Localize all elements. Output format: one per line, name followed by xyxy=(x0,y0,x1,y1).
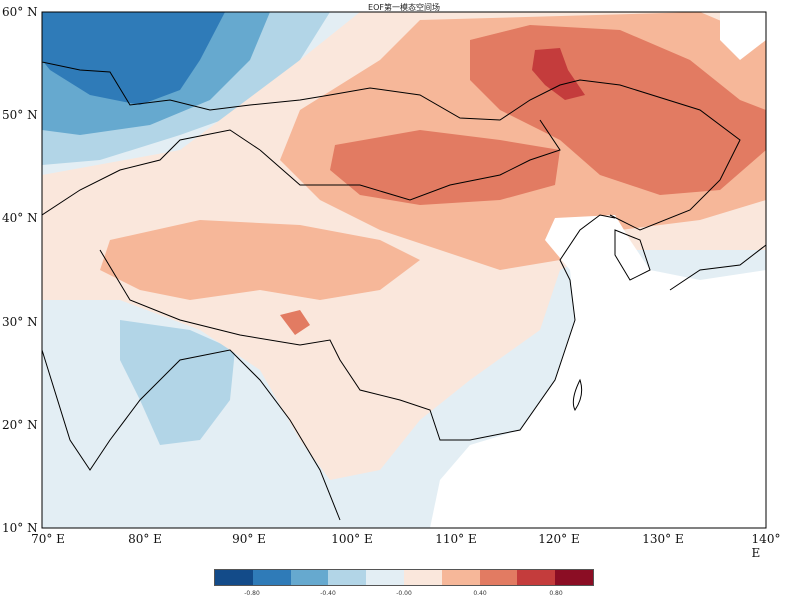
colorbar-swatch xyxy=(517,570,556,585)
colorbar-tick: -0.80 xyxy=(244,590,260,597)
lat-label: 60° N xyxy=(2,5,38,19)
colorbar-swatch xyxy=(403,570,442,585)
lat-label: 50° N xyxy=(2,108,38,122)
map-title: EOF第一模态空间场 xyxy=(368,3,440,12)
colorbar-tick: 0.80 xyxy=(549,590,563,597)
borders xyxy=(42,61,766,521)
contour-blue-nw xyxy=(42,12,225,105)
lon-label: 110° E xyxy=(435,532,477,546)
lat-label: 20° N xyxy=(2,418,38,432)
colorbar-swatch xyxy=(555,570,593,585)
ocean xyxy=(430,215,766,528)
contour-red-tibet xyxy=(280,310,310,335)
lon-label: 80° E xyxy=(128,532,162,546)
lon-label: 140° E xyxy=(751,532,781,560)
colorbar xyxy=(214,569,594,586)
colorbar-tick: 0.40 xyxy=(473,590,487,597)
colorbar-swatch xyxy=(479,570,518,585)
colorbar-swatch xyxy=(290,570,329,585)
lat-label: 30° N xyxy=(2,315,38,329)
colorbar-swatch xyxy=(215,570,253,585)
contour-light-blue-india xyxy=(120,320,235,445)
contour-dark-red xyxy=(532,48,585,100)
lat-label: 10° N xyxy=(2,521,38,535)
colorbar-swatch xyxy=(252,570,291,585)
colorbar-swatch xyxy=(366,570,404,585)
contour-salmon-tibet xyxy=(100,220,420,300)
ocean-okhotsk xyxy=(720,12,766,60)
colorbar-tick: -0.40 xyxy=(320,590,336,597)
lon-label: 90° E xyxy=(232,532,266,546)
colorbar-swatch xyxy=(441,570,480,585)
map-frame xyxy=(41,11,767,529)
contour-red-mongolia xyxy=(330,130,560,205)
colorbar-swatch xyxy=(328,570,367,585)
lon-label: 100° E xyxy=(331,532,373,546)
lon-label: 130° E xyxy=(642,532,684,546)
lon-label: 120° E xyxy=(538,532,580,546)
lat-label: 40° N xyxy=(2,211,38,225)
lon-label: 70° E xyxy=(31,532,65,546)
colorbar-tick: -0.00 xyxy=(396,590,412,597)
